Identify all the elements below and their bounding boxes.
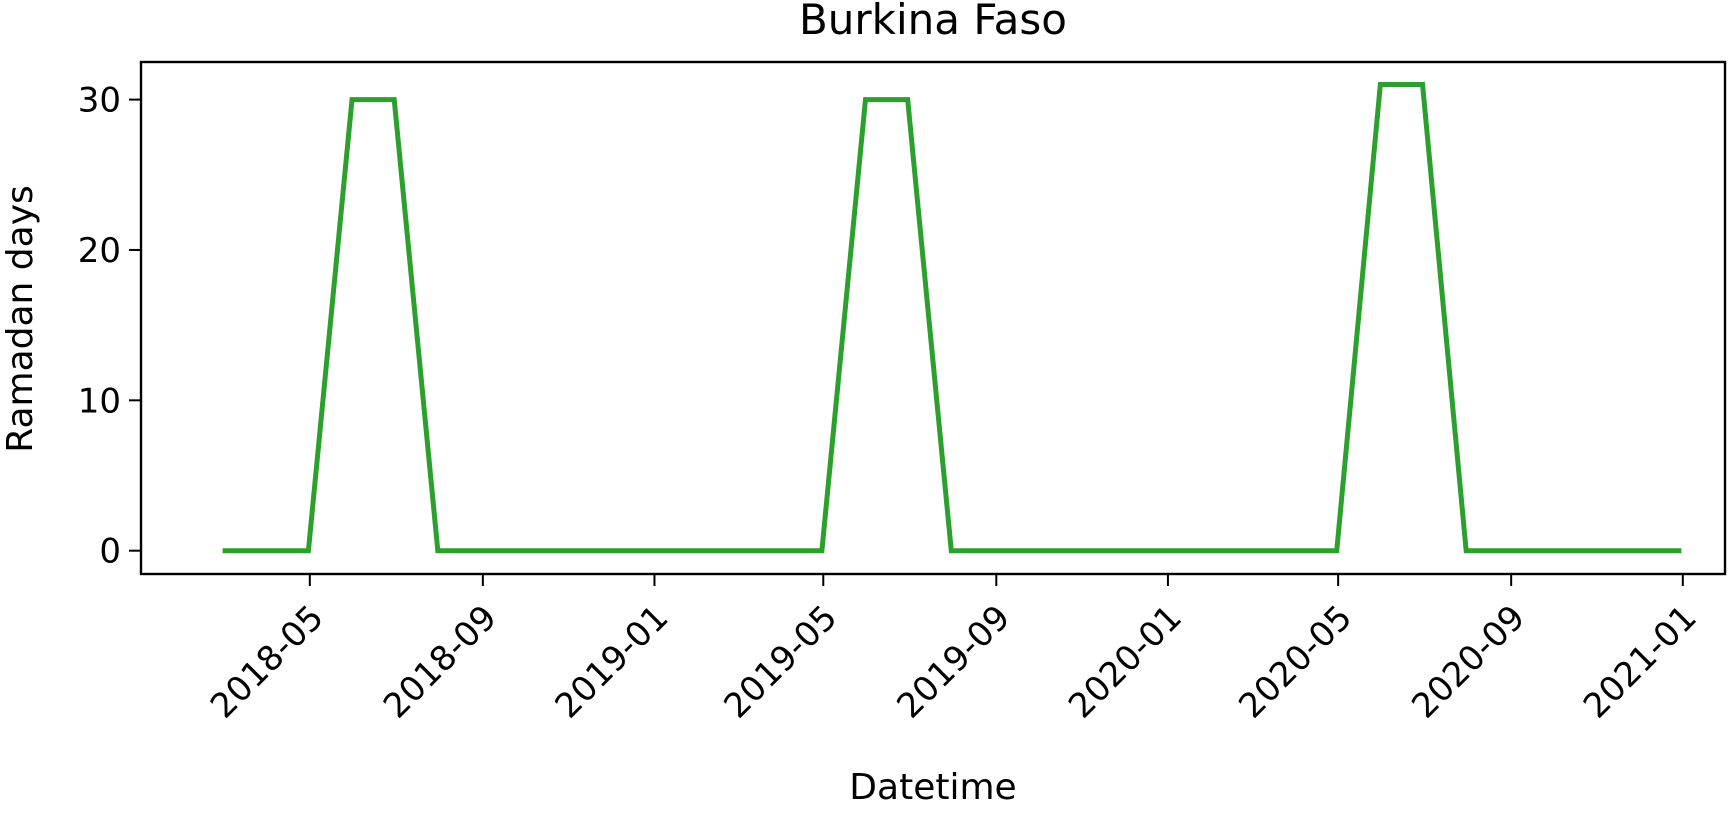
x-tick-label: 2018-05 [203, 598, 332, 727]
x-tick-label: 2019-05 [716, 598, 845, 727]
x-axis-ticks: 2018-05 2018-09 2019-01 2019-05 2019-09 2020-… [203, 574, 1705, 726]
x-tick-label: 2019-09 [889, 598, 1018, 727]
series-line-1 [222, 82, 1682, 554]
y-tick-label: 30 [78, 81, 121, 121]
y-axis-ticks: 0 10 20 30 [78, 81, 141, 572]
x-tick-label: 2020-09 [1404, 598, 1533, 727]
x-tick-label: 2019-01 [548, 598, 677, 727]
x-tick-label: 2020-05 [1231, 598, 1360, 727]
x-axis-label: Datetime [849, 767, 1016, 808]
plot-frame [139, 60, 1727, 576]
x-tick-label: 2018-09 [376, 598, 505, 727]
y-tick-label: 20 [78, 231, 121, 271]
y-axis-label: Ramadan days [0, 185, 41, 453]
x-tick-label: 2021-01 [1576, 598, 1705, 727]
y-tick-label: 0 [99, 532, 121, 572]
chart-title: Burkina Faso [799, 0, 1067, 44]
series-layer [222, 82, 1682, 554]
y-tick-label: 10 [78, 381, 121, 421]
x-tick-label: 2020-01 [1061, 598, 1190, 727]
